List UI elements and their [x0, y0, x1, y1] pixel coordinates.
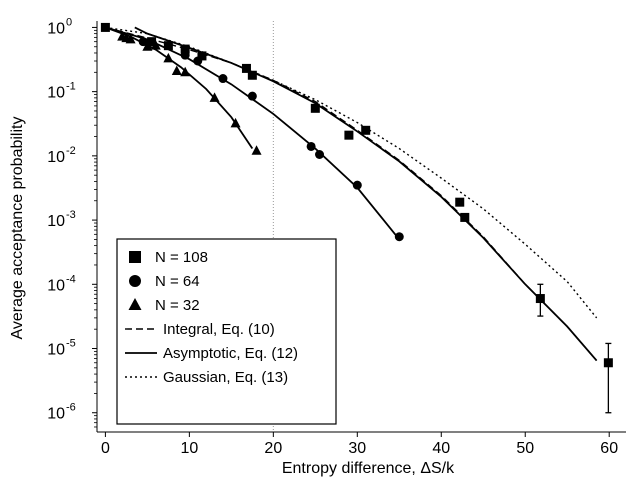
- x-tick-label: 40: [432, 440, 450, 457]
- square-marker-0-5: [241, 63, 251, 73]
- triangle-marker-2-8: [209, 92, 220, 102]
- legend-label-curve-0: Integral, Eq. (10): [163, 321, 275, 338]
- y-tick-label: 10: [47, 342, 65, 359]
- circle-marker-1-4: [247, 91, 257, 101]
- square-marker-0-8: [344, 130, 354, 140]
- legend-label-series-1: N = 64: [155, 273, 200, 290]
- y-tick-exponent: -3: [66, 209, 76, 221]
- y-tick-label: 10: [47, 149, 65, 166]
- square-marker-0-10: [455, 197, 465, 207]
- y-tick-label: 10: [47, 85, 65, 102]
- x-tick-label: 60: [600, 440, 618, 457]
- y-tick-exponent: -6: [66, 402, 76, 414]
- y-tick-exponent: -4: [66, 273, 76, 285]
- legend-label-series-0: N = 108: [155, 249, 208, 266]
- y-tick-label: 10: [47, 213, 65, 230]
- triangle-marker-2-7: [180, 66, 191, 77]
- legend: N = 108 N = 64 N = 32 Integral, Eq. (10) Asy…: [116, 238, 337, 425]
- x-tick-label: 30: [348, 440, 366, 457]
- markers-layer: [100, 22, 613, 414]
- circle-marker-1-7: [352, 180, 362, 190]
- x-tick-label: 50: [516, 440, 534, 457]
- y-axis-title: Average acceptance probability: [9, 117, 26, 340]
- legend-label-curve-1: Asymptotic, Eq. (12): [163, 345, 298, 362]
- legend-triangle-marker-2: [128, 298, 142, 310]
- triangle-marker-2-2: [125, 33, 136, 44]
- circle-marker-1-2: [193, 56, 203, 66]
- circle-marker-1-0: [138, 37, 148, 47]
- triangle-marker-2-9: [230, 117, 241, 128]
- y-tick-label: 10: [47, 406, 65, 423]
- triangle-marker-2-10: [251, 145, 262, 155]
- square-marker-0-11: [460, 212, 470, 222]
- square-marker-0-4: [197, 51, 207, 61]
- circle-marker-1-1: [180, 50, 190, 60]
- circle-marker-1-8: [394, 232, 404, 242]
- y-tick-exponent: -2: [66, 145, 76, 157]
- legend-square-marker-0: [129, 251, 141, 263]
- x-axis-title: Entropy difference, ΔS/k: [282, 460, 455, 477]
- y-tick-exponent: 0: [66, 16, 72, 28]
- x-tick-label: 0: [101, 440, 110, 457]
- y-tick-label: 10: [47, 20, 65, 37]
- square-marker-0-1: [147, 37, 157, 47]
- circle-marker-1-5: [306, 141, 316, 151]
- square-marker-0-7: [310, 103, 320, 113]
- square-marker-0-0: [100, 22, 110, 32]
- y-tick-label: 10: [47, 277, 65, 294]
- legend-label-series-2: N = 32: [155, 297, 200, 314]
- square-marker-0-6: [247, 70, 257, 80]
- y-tick-exponent: -5: [66, 338, 76, 350]
- legend-circle-marker-1: [129, 275, 141, 287]
- legend-label-curve-2: Gaussian, Eq. (13): [163, 369, 288, 386]
- x-tick-label: 20: [264, 440, 282, 457]
- y-tick-exponent: -1: [66, 81, 76, 93]
- square-marker-0-12: [535, 294, 545, 304]
- circle-marker-1-6: [315, 149, 325, 159]
- x-tick-label: 10: [180, 440, 198, 457]
- triangle-marker-2-4: [150, 40, 161, 50]
- square-marker-0-2: [163, 41, 173, 51]
- triangle-marker-2-5: [163, 52, 174, 63]
- square-marker-0-13: [603, 358, 613, 368]
- triangle-marker-2-3: [142, 41, 153, 51]
- legend-box: [116, 238, 337, 425]
- square-marker-0-3: [180, 44, 190, 54]
- triangle-marker-2-6: [171, 65, 182, 75]
- square-marker-0-9: [361, 125, 371, 135]
- circle-marker-1-3: [218, 74, 228, 84]
